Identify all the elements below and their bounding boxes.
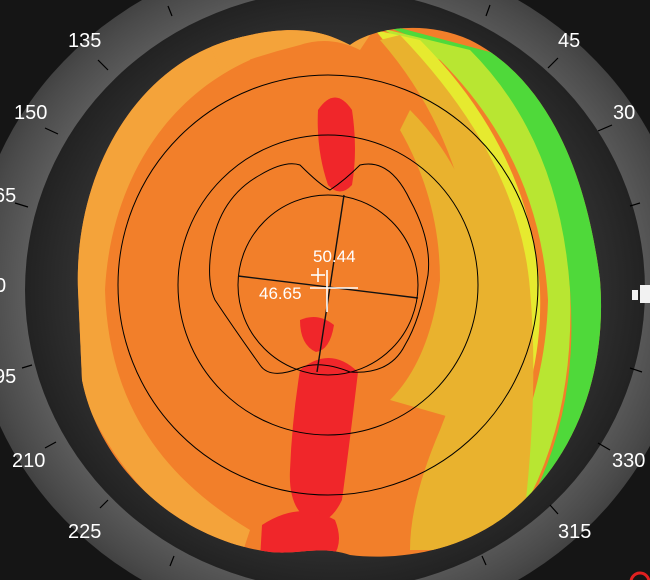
map-red-central [300, 316, 334, 352]
degree-label-210: 210 [12, 450, 45, 472]
map-red-inferior [289, 357, 358, 523]
ring-middle [177, 134, 479, 436]
map-red-inferior-edge [260, 511, 339, 557]
iso-contour [209, 163, 430, 374]
degree-label-135: 135 [68, 30, 101, 52]
center-markers [310, 268, 358, 312]
degree-label-45: 45 [558, 30, 580, 52]
apex-marker-icon [311, 268, 325, 282]
steep-meridian [316, 194, 345, 373]
flat-meridian [237, 275, 419, 299]
degree-label-165: 65 [0, 185, 16, 207]
measurement-rings [117, 74, 539, 496]
degree-label-150: 150 [14, 102, 47, 124]
map-band-light-orange-left [77, 27, 250, 557]
degree-label-330: 330 [612, 450, 645, 472]
ring-inner [237, 194, 419, 376]
ring-outer [117, 74, 539, 496]
degree-label-315: 315 [558, 521, 591, 543]
map-zone-amber-inner [390, 110, 486, 420]
steep-k-value: 50.44 [313, 247, 356, 266]
meridian-axes [237, 194, 419, 373]
degree-labels: 135 45 150 30 65 0 95 210 330 225 315 [0, 30, 645, 543]
map-band-green [370, 27, 602, 520]
degree-label-225: 225 [68, 521, 101, 543]
degree-label-195: 95 [0, 366, 16, 388]
degree-label-180: 0 [0, 275, 6, 297]
map-red-superior [317, 97, 355, 192]
curvature-map [77, 27, 602, 557]
crosshair-icon [310, 270, 358, 312]
degree-ticks [14, 4, 643, 567]
reflection-glint [632, 285, 650, 303]
degree-label-30: 30 [613, 102, 635, 124]
map-band-yellow-green [380, 28, 571, 530]
map-zone-amber [380, 35, 534, 550]
flat-k-value: 46.65 [259, 284, 302, 303]
indicator-icon [629, 571, 650, 580]
